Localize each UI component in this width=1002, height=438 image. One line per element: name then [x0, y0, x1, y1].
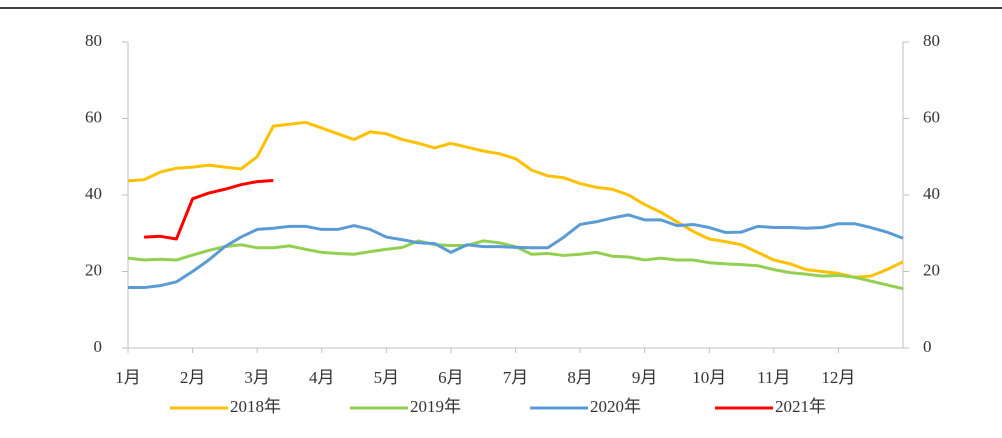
- y-tick-label: 20: [85, 260, 102, 279]
- series-line: [144, 178, 274, 241]
- y2-tick-label: 80: [923, 31, 940, 50]
- series-line: [127, 120, 904, 279]
- y-tick-label: 40: [85, 184, 102, 203]
- x-tick-label: 5月: [374, 368, 400, 387]
- y2-tick-label: 0: [923, 337, 932, 356]
- y2-tick-label: 40: [923, 184, 940, 203]
- legend-label: 2018年: [230, 397, 281, 416]
- x-tick-label: 10月: [692, 368, 726, 387]
- x-tick-label: 3月: [244, 368, 270, 387]
- x-tick-label: 2月: [180, 368, 206, 387]
- legend-label: 2021年: [775, 397, 826, 416]
- x-tick-label: 8月: [567, 368, 593, 387]
- legend-label: 2019年: [410, 397, 461, 416]
- x-tick-label: 4月: [309, 368, 335, 387]
- x-tick-label: 12月: [821, 368, 855, 387]
- series-line: [128, 213, 904, 290]
- y-tick-label: 60: [85, 107, 102, 126]
- x-tick-label: 11月: [757, 368, 790, 387]
- x-tick-label: 9月: [632, 368, 658, 387]
- y-tick-label: 80: [85, 31, 102, 50]
- y2-tick-label: 60: [923, 107, 940, 126]
- legend-label: 2020年: [590, 397, 641, 416]
- x-tick-label: 6月: [438, 368, 464, 387]
- y2-tick-label: 20: [923, 260, 940, 279]
- y-tick-label: 0: [94, 337, 103, 356]
- x-tick-label: 7月: [503, 368, 529, 387]
- x-tick-label: 1月: [115, 368, 141, 387]
